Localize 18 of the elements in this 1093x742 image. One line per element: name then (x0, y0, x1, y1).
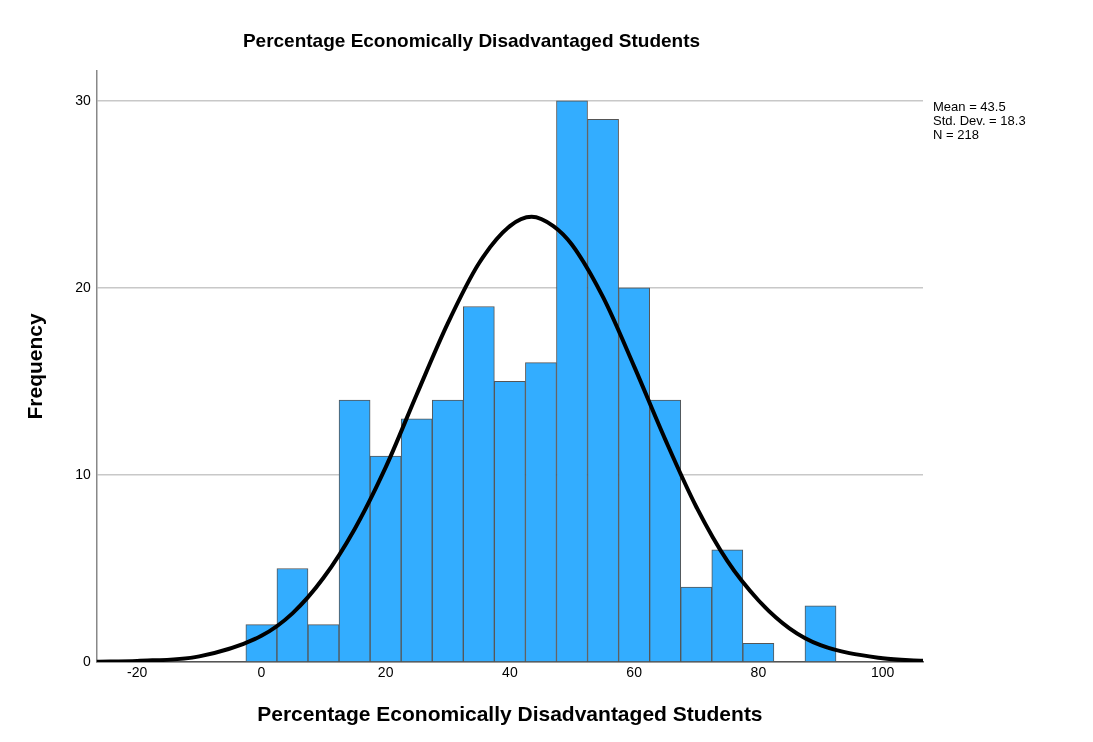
y-axis-title: Frequency (23, 312, 47, 420)
x-tick-label: 0 (257, 664, 266, 681)
line-series (96, 214, 923, 662)
text: Mean = 43.5 (933, 98, 1006, 114)
chart-title: Percentage Economically Disadvantaged Students (242, 29, 701, 51)
y-tick-label: 30 (75, 91, 91, 108)
x-tick-label: 40 (502, 664, 518, 681)
y-tick-label: 0 (82, 652, 91, 669)
text: Std. Dev. = 18.3 (933, 112, 1026, 128)
x-tick-label: -20 (127, 664, 148, 681)
x-tick-label: 60 (626, 664, 643, 681)
x-tick-label: 80 (750, 664, 767, 681)
x-axis-title: Percentage Economically Disadvantaged Students (257, 702, 763, 726)
y-tick-label: 20 (75, 278, 91, 295)
x-tick-label: 20 (377, 664, 394, 681)
text: N = 218 (933, 126, 979, 142)
y-tick-label: 10 (75, 465, 91, 482)
x-tick-label: 100 (870, 664, 895, 681)
